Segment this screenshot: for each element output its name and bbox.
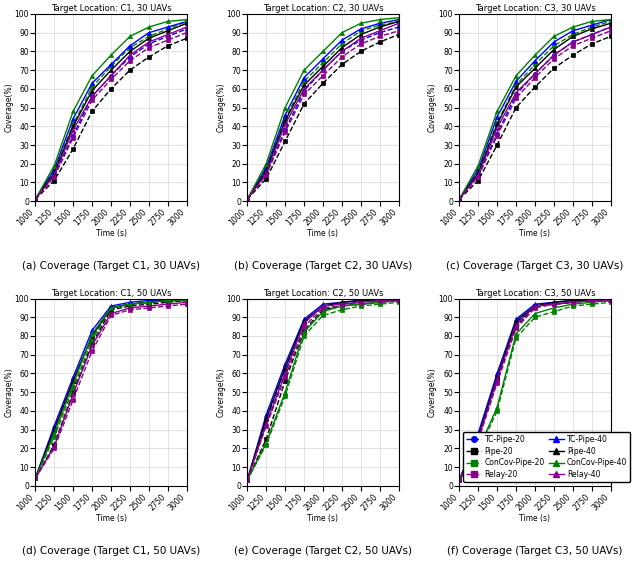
Y-axis label: Coverage(%): Coverage(%) xyxy=(216,83,225,132)
X-axis label: Time (s): Time (s) xyxy=(307,513,339,522)
Text: (b) Coverage (Target C2, 30 UAVs): (b) Coverage (Target C2, 30 UAVs) xyxy=(234,261,412,271)
Title: Target Location: C2, 50 UAVs: Target Location: C2, 50 UAVs xyxy=(263,289,383,298)
Title: Target Location: C1, 30 UAVs: Target Location: C1, 30 UAVs xyxy=(51,4,172,13)
Legend: TC-Pipe-20, Pipe-20, ConCov-Pipe-20, Relay-20, TC-Pipe-40, Pipe-40, ConCov-Pipe-: TC-Pipe-20, Pipe-20, ConCov-Pipe-20, Rel… xyxy=(463,432,630,482)
Title: Target Location: C3, 50 UAVs: Target Location: C3, 50 UAVs xyxy=(475,289,595,298)
Y-axis label: Coverage(%): Coverage(%) xyxy=(216,367,225,417)
X-axis label: Time (s): Time (s) xyxy=(520,513,550,522)
Text: (f) Coverage (Target C3, 50 UAVs): (f) Coverage (Target C3, 50 UAVs) xyxy=(447,546,623,556)
Title: Target Location: C3, 30 UAVs: Target Location: C3, 30 UAVs xyxy=(475,4,595,13)
Y-axis label: Coverage(%): Coverage(%) xyxy=(428,83,437,132)
X-axis label: Time (s): Time (s) xyxy=(520,229,550,238)
Y-axis label: Coverage(%): Coverage(%) xyxy=(428,367,437,417)
Y-axis label: Coverage(%): Coverage(%) xyxy=(4,83,13,132)
Text: (a) Coverage (Target C1, 30 UAVs): (a) Coverage (Target C1, 30 UAVs) xyxy=(22,261,200,271)
X-axis label: Time (s): Time (s) xyxy=(307,229,339,238)
X-axis label: Time (s): Time (s) xyxy=(95,229,127,238)
Title: Target Location: C1, 50 UAVs: Target Location: C1, 50 UAVs xyxy=(51,289,172,298)
Y-axis label: Coverage(%): Coverage(%) xyxy=(4,367,13,417)
Text: (e) Coverage (Target C2, 50 UAVs): (e) Coverage (Target C2, 50 UAVs) xyxy=(234,546,412,556)
Text: (d) Coverage (Target C1, 50 UAVs): (d) Coverage (Target C1, 50 UAVs) xyxy=(22,546,200,556)
Text: (c) Coverage (Target C3, 30 UAVs): (c) Coverage (Target C3, 30 UAVs) xyxy=(446,261,623,271)
X-axis label: Time (s): Time (s) xyxy=(95,513,127,522)
Title: Target Location: C2, 30 UAVs: Target Location: C2, 30 UAVs xyxy=(262,4,383,13)
